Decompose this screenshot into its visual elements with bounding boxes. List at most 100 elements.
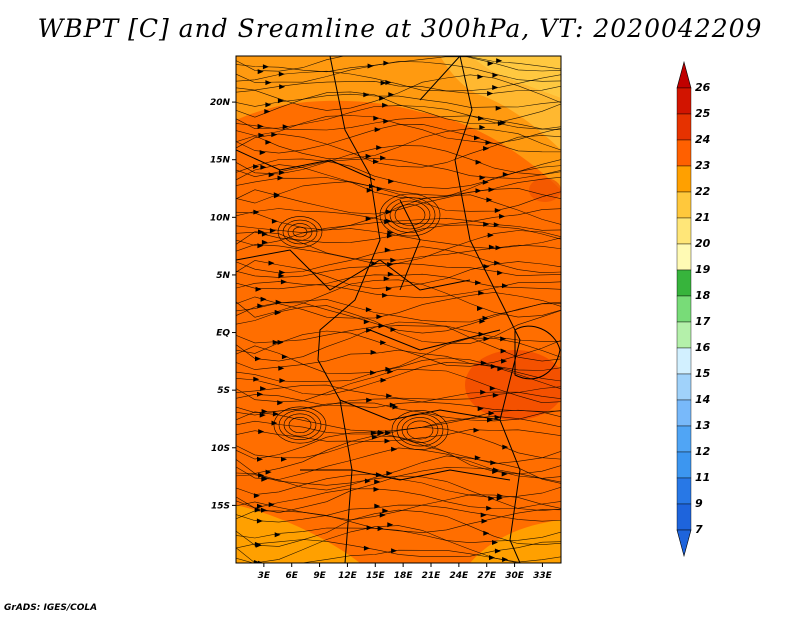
colorbar-label: 19	[695, 263, 711, 276]
streamline-arrow	[268, 260, 275, 266]
streamline-arrow	[390, 327, 397, 332]
streamline-arrow	[258, 229, 264, 235]
x-tick-label: 15E	[366, 571, 386, 581]
streamline	[236, 475, 561, 514]
streamline-arrow	[253, 164, 260, 170]
streamline-arrow	[486, 197, 493, 203]
streamline-arrow	[479, 318, 486, 324]
field-region-ne-corner	[470, 56, 561, 98]
streamline-arrow	[370, 349, 377, 355]
streamline-arrow	[271, 132, 278, 138]
streamline-vortex	[406, 420, 434, 440]
streamline-arrow	[259, 150, 266, 155]
streamline	[236, 244, 561, 261]
field-region-southeast	[470, 520, 561, 563]
x-tick-label: 33E	[533, 571, 553, 581]
streamline	[236, 302, 561, 334]
streamline-vortex	[288, 416, 312, 433]
y-tick-label: 5S	[217, 386, 230, 396]
streamline-arrow	[376, 145, 383, 151]
streamline	[236, 509, 561, 533]
streamline-arrow	[256, 518, 263, 524]
streamline-arrow	[374, 127, 381, 133]
streamline	[236, 402, 561, 422]
streamline-arrow	[262, 64, 269, 70]
streamline-arrow	[502, 172, 509, 177]
y-tick-label: 15S	[211, 501, 230, 511]
colorbar-swatch	[676, 503, 692, 531]
streamline	[236, 305, 561, 344]
colorbar: 26 25 24 23 22 21 20 19 18 17 16 15 14 13 12 11 9 7	[676, 60, 711, 558]
field-region-south	[236, 505, 360, 563]
streamline-arrow	[278, 273, 285, 279]
streamline-vortex	[273, 406, 327, 444]
streamline	[236, 429, 561, 442]
streamline	[236, 246, 561, 274]
streamline-arrow	[277, 339, 284, 345]
colorbar-label: 18	[695, 289, 711, 302]
x-tick-label: 21E	[422, 571, 442, 581]
colorbar-label: 20	[695, 237, 711, 250]
streamline	[236, 447, 561, 480]
colorbar-label: 11	[695, 471, 710, 484]
colorbar-swatch	[676, 295, 692, 323]
streamline	[236, 158, 561, 179]
streamline-arrow	[502, 557, 509, 562]
streamline	[236, 281, 561, 299]
colorbar-max-arrow	[676, 60, 692, 89]
streamline	[236, 292, 561, 319]
colorbar-label: 7	[695, 523, 703, 536]
streamline-arrow	[257, 69, 264, 75]
streamline-arrow	[380, 377, 387, 383]
streamline-arrow	[495, 105, 502, 111]
streamline-arrow	[366, 187, 373, 193]
streamline	[236, 128, 561, 159]
streamline-arrow	[496, 58, 503, 64]
streamline	[236, 539, 561, 557]
streamline-arrow	[265, 469, 272, 475]
streamline-arrow	[497, 366, 504, 372]
streamline-arrow	[374, 479, 381, 485]
y-axis: 20N 15N 10N 5N EQ 5S 10S 15S	[210, 98, 236, 511]
streamline-arrow	[489, 385, 496, 391]
streamline-arrow	[483, 264, 490, 269]
colorbar-label: 15	[695, 367, 711, 380]
streamline-arrow	[257, 391, 263, 397]
streamline-arrow	[487, 417, 493, 423]
streamline-arrow	[386, 393, 393, 399]
streamline-arrow	[380, 80, 387, 86]
y-tick-label: 5N	[216, 271, 230, 281]
streamline-arrow	[271, 420, 278, 426]
x-tick-label: 6E	[286, 571, 299, 581]
colorbar-label: 16	[695, 341, 711, 354]
streamline-arrow	[502, 283, 508, 289]
y-tick-label: 20N	[210, 98, 231, 108]
streamline-arrow	[365, 153, 372, 159]
streamline-arrow	[499, 213, 506, 219]
streamline-arrow	[473, 427, 480, 433]
x-tick-label: 9E	[313, 571, 326, 581]
streamline	[236, 321, 561, 362]
streamline-arrow	[366, 397, 373, 403]
streamline-arrow	[480, 360, 487, 366]
streamline-arrow	[379, 512, 386, 518]
x-tick-label: 3E	[258, 571, 271, 581]
streamline-arrow	[253, 376, 260, 382]
streamline	[236, 91, 561, 124]
colorbar-label: 26	[695, 81, 711, 94]
x-tick-label: 24E	[450, 571, 470, 581]
streamline	[236, 260, 561, 289]
y-tick-label: 10S	[211, 444, 230, 454]
streamline-arrow	[373, 159, 379, 165]
streamline-arrow	[488, 496, 495, 501]
streamline-arrow	[258, 472, 265, 478]
streamline	[236, 208, 561, 225]
streamline-arrow	[253, 209, 260, 215]
streamline-arrow	[497, 270, 504, 276]
streamline	[236, 194, 561, 231]
streamline	[236, 93, 561, 108]
streamline-arrow	[500, 348, 507, 354]
streamline-arrow	[492, 540, 498, 545]
streamline-arrow	[271, 218, 278, 224]
streamline	[236, 217, 561, 234]
